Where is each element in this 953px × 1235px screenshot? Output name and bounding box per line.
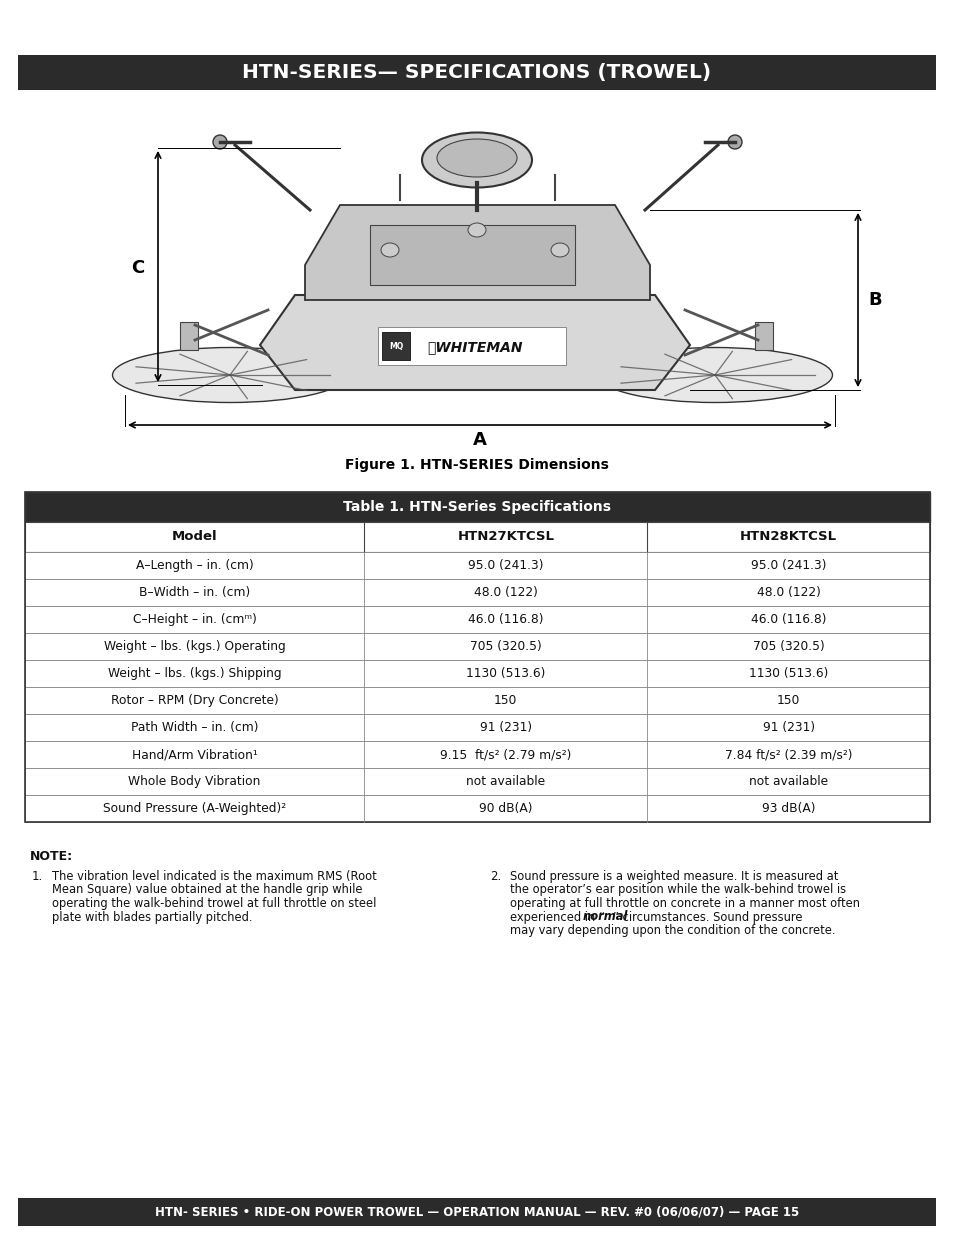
Bar — [381, 332, 410, 359]
Bar — [25, 522, 929, 552]
Text: 95.0 (241.3): 95.0 (241.3) — [468, 559, 543, 572]
Text: operating the walk-behind trowel at full throttle on steel: operating the walk-behind trowel at full… — [52, 897, 376, 910]
Bar — [754, 322, 772, 350]
Text: MQ: MQ — [389, 342, 403, 351]
Bar — [25, 606, 929, 634]
Text: Rotor – RPM (Dry Concrete): Rotor – RPM (Dry Concrete) — [111, 694, 278, 706]
Text: 46.0 (116.8): 46.0 (116.8) — [468, 613, 543, 626]
Text: 150: 150 — [776, 694, 800, 706]
Bar — [25, 741, 929, 768]
Text: A–Length – in. (cm): A–Length – in. (cm) — [135, 559, 253, 572]
Text: NOTE:: NOTE: — [30, 850, 73, 863]
Bar — [377, 327, 565, 366]
Text: Path Width – in. (cm): Path Width – in. (cm) — [131, 721, 258, 734]
Ellipse shape — [597, 347, 832, 403]
Text: HTN-SERIES— SPECIFICATIONS (TROWEL): HTN-SERIES— SPECIFICATIONS (TROWEL) — [242, 63, 711, 82]
Text: 150: 150 — [494, 694, 517, 706]
Ellipse shape — [551, 243, 568, 257]
Text: 2.: 2. — [490, 869, 500, 883]
Bar — [25, 659, 929, 687]
Text: 95.0 (241.3): 95.0 (241.3) — [750, 559, 825, 572]
Text: Sound pressure is a weighted measure. It is measured at: Sound pressure is a weighted measure. It… — [510, 869, 838, 883]
Polygon shape — [305, 205, 649, 300]
Text: 46.0 (116.8): 46.0 (116.8) — [750, 613, 825, 626]
Bar — [25, 492, 929, 522]
Text: Sound Pressure (A-Weighted)²: Sound Pressure (A-Weighted)² — [103, 802, 286, 815]
Bar — [25, 579, 929, 606]
Bar — [25, 687, 929, 714]
Text: 93 dB(A): 93 dB(A) — [761, 802, 815, 815]
Bar — [25, 795, 929, 823]
Text: not available: not available — [466, 776, 545, 788]
Text: 1130 (513.6): 1130 (513.6) — [748, 667, 827, 680]
Text: may vary depending upon the condition of the concrete.: may vary depending upon the condition of… — [510, 924, 835, 937]
Text: 48.0 (122): 48.0 (122) — [474, 585, 537, 599]
Text: 48.0 (122): 48.0 (122) — [756, 585, 820, 599]
Bar — [180, 322, 198, 350]
Text: 90 dB(A): 90 dB(A) — [478, 802, 532, 815]
Bar — [25, 634, 929, 659]
Text: Mean Square) value obtained at the handle grip while: Mean Square) value obtained at the handl… — [52, 883, 362, 897]
Ellipse shape — [727, 135, 741, 149]
Ellipse shape — [468, 224, 485, 237]
Text: Model: Model — [172, 531, 217, 543]
Text: Table 1. HTN-Series Specifications: Table 1. HTN-Series Specifications — [343, 500, 611, 514]
Text: HTN27KTCSL: HTN27KTCSL — [456, 531, 554, 543]
Text: Weight – lbs. (kgs.) Shipping: Weight – lbs. (kgs.) Shipping — [108, 667, 281, 680]
Text: C: C — [132, 259, 145, 277]
Text: A: A — [473, 431, 486, 450]
Text: 1130 (513.6): 1130 (513.6) — [466, 667, 545, 680]
Text: operating at full throttle on concrete in a manner most often: operating at full throttle on concrete i… — [510, 897, 859, 910]
Text: not available: not available — [748, 776, 827, 788]
Bar — [25, 552, 929, 579]
Text: 9.15  ft/s² (2.79 m/s²): 9.15 ft/s² (2.79 m/s²) — [439, 748, 571, 761]
Text: HTN- SERIES • RIDE-ON POWER TROWEL — OPERATION MANUAL — REV. #0 (06/06/07) — PAG: HTN- SERIES • RIDE-ON POWER TROWEL — OPE… — [154, 1205, 799, 1219]
Text: 1.: 1. — [32, 869, 43, 883]
Ellipse shape — [213, 135, 227, 149]
Bar — [370, 225, 575, 285]
Text: B–Width – in. (cm): B–Width – in. (cm) — [139, 585, 250, 599]
Text: B: B — [867, 291, 881, 309]
Text: plate with blades partially pitched.: plate with blades partially pitched. — [52, 910, 253, 924]
Text: Hand/Arm Vibration¹: Hand/Arm Vibration¹ — [132, 748, 257, 761]
Text: Figure 1. HTN-SERIES Dimensions: Figure 1. HTN-SERIES Dimensions — [345, 458, 608, 472]
Bar — [18, 56, 935, 90]
Ellipse shape — [112, 347, 347, 403]
Text: 705 (320.5): 705 (320.5) — [470, 640, 541, 653]
Bar — [25, 714, 929, 741]
Ellipse shape — [421, 132, 532, 188]
Polygon shape — [260, 295, 689, 390]
Text: 91 (231): 91 (231) — [479, 721, 531, 734]
Text: C–Height – in. (cmᵐ): C–Height – in. (cmᵐ) — [132, 613, 256, 626]
Text: 7.84 ft/s² (2.39 m/s²): 7.84 ft/s² (2.39 m/s²) — [724, 748, 851, 761]
Text: normal: normal — [582, 910, 628, 924]
Text: The vibration level indicated is the maximum RMS (Root: The vibration level indicated is the max… — [52, 869, 376, 883]
Text: Weight – lbs. (kgs.) Operating: Weight – lbs. (kgs.) Operating — [104, 640, 285, 653]
Text: the operator’s ear position while the walk-behind trowel is: the operator’s ear position while the wa… — [510, 883, 845, 897]
Bar — [25, 492, 929, 823]
Text: ” circumstances. Sound pressure: ” circumstances. Sound pressure — [612, 910, 801, 924]
Text: ⓂWHITEMAN: ⓂWHITEMAN — [427, 340, 522, 354]
Bar — [25, 768, 929, 795]
Ellipse shape — [380, 243, 398, 257]
Text: 705 (320.5): 705 (320.5) — [752, 640, 823, 653]
Text: 91 (231): 91 (231) — [761, 721, 814, 734]
Text: Whole Body Vibration: Whole Body Vibration — [129, 776, 260, 788]
Text: experienced in “: experienced in “ — [510, 910, 604, 924]
Ellipse shape — [436, 140, 517, 177]
Text: HTN28KTCSL: HTN28KTCSL — [740, 531, 837, 543]
Bar — [18, 1198, 935, 1226]
